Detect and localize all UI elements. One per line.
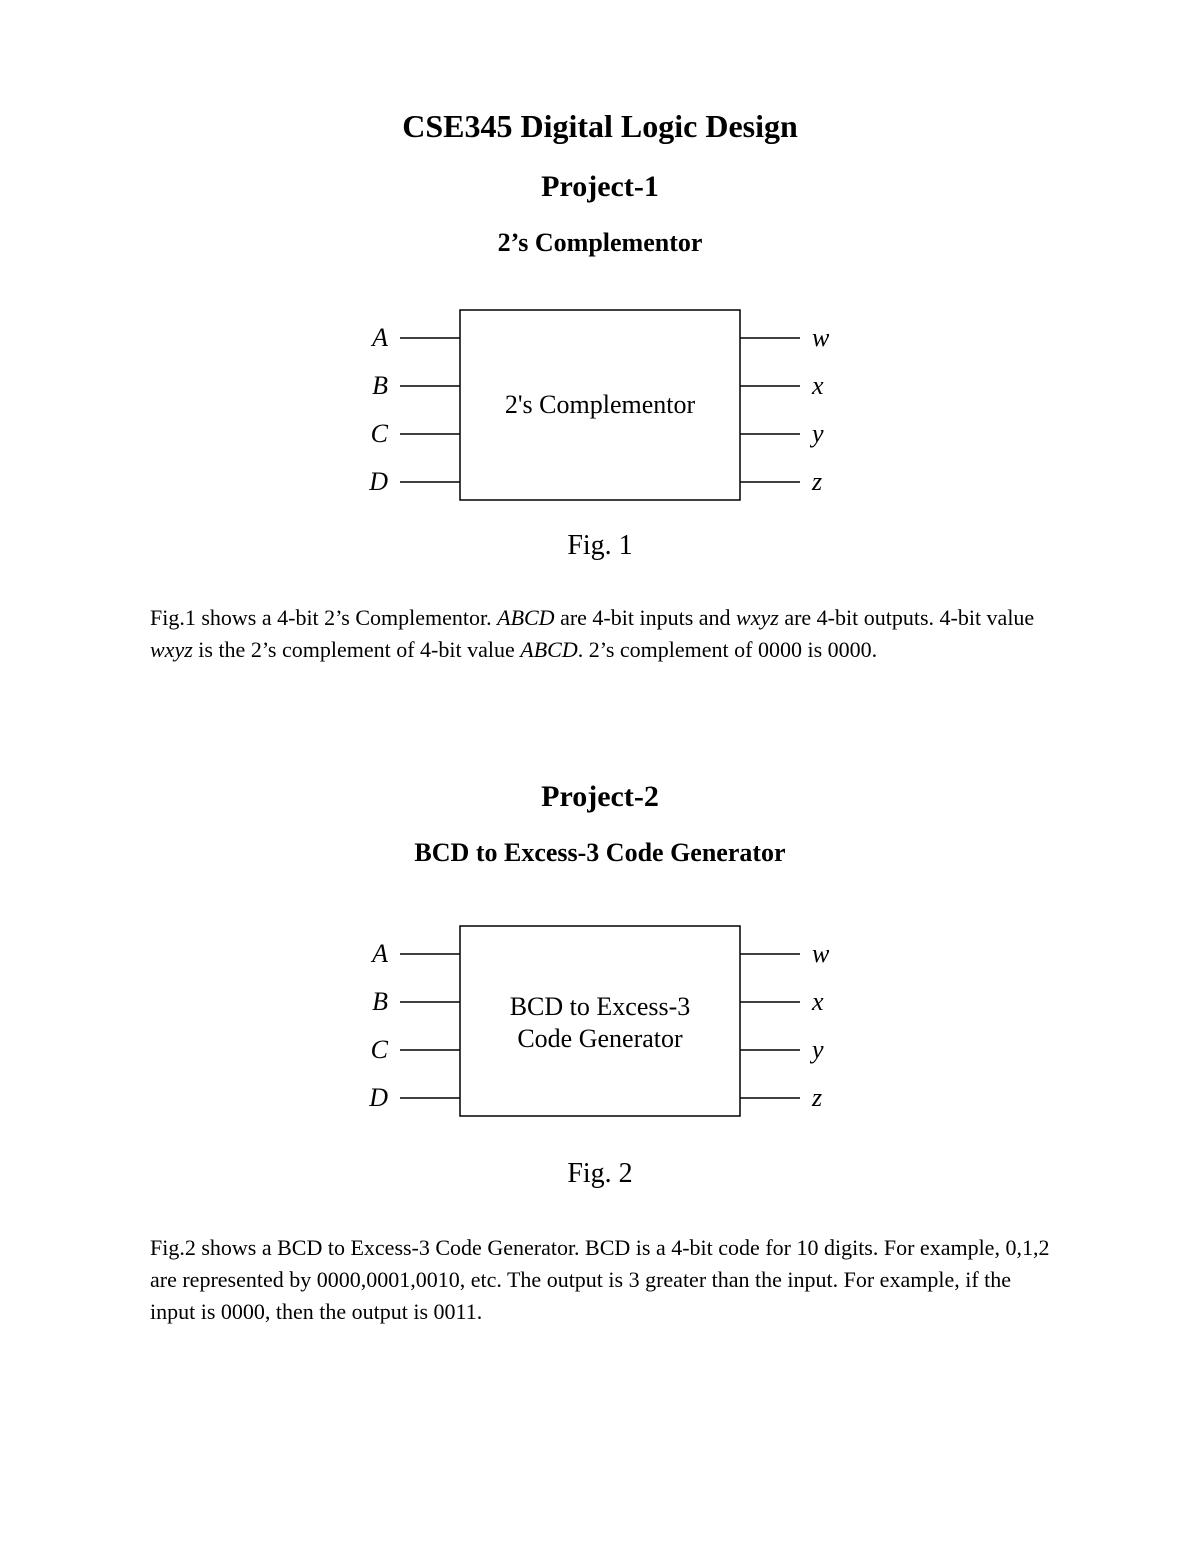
project2-paragraph: Fig.2 shows a BCD to Excess-3 Code Gener…	[150, 1232, 1050, 1328]
project2-title: Project-2	[0, 780, 1200, 814]
figure-2-svg: BCD to Excess-3 Code Generator Aw Bx Cy Dz	[280, 906, 920, 1136]
italic-text: wxyz	[736, 605, 779, 630]
body-text: Fig.2 shows a BCD to Excess-3 Code Gener…	[150, 1235, 1049, 1324]
output-label: y	[809, 1035, 824, 1064]
figure-2-caption: Fig. 2	[0, 1158, 1200, 1190]
italic-text: wxyz	[150, 637, 193, 662]
italic-text: ABCD	[497, 605, 554, 630]
output-label: x	[811, 987, 824, 1016]
figure-2: BCD to Excess-3 Code Generator Aw Bx Cy Dz	[0, 906, 1200, 1136]
input-label: B	[372, 371, 388, 400]
project1-paragraph: Fig.1 shows a 4-bit 2’s Complementor. AB…	[150, 602, 1050, 666]
input-label: D	[368, 467, 388, 496]
output-label: z	[811, 467, 822, 496]
input-label: A	[370, 939, 388, 968]
body-text: are 4-bit inputs and	[555, 605, 736, 630]
input-label: D	[368, 1083, 388, 1112]
block-label-line2: Code Generator	[517, 1024, 683, 1053]
output-label: y	[809, 419, 824, 448]
italic-text: ABCD	[520, 637, 577, 662]
input-label: B	[372, 987, 388, 1016]
course-title: CSE345 Digital Logic Design	[0, 108, 1200, 145]
block-box	[460, 926, 740, 1116]
input-label: A	[370, 323, 388, 352]
block-label-line1: BCD to Excess-3	[510, 992, 691, 1021]
body-text: are 4-bit outputs. 4-bit value	[779, 605, 1034, 630]
output-label: z	[811, 1083, 822, 1112]
project1-title: Project-1	[0, 170, 1200, 204]
output-label: x	[811, 371, 824, 400]
project2-subtitle: BCD to Excess-3 Code Generator	[0, 838, 1200, 868]
input-label: C	[371, 1035, 389, 1064]
output-label: w	[812, 323, 830, 352]
figure-1-caption: Fig. 1	[0, 530, 1200, 562]
body-text: Fig.1 shows a 4-bit 2’s Complementor.	[150, 605, 497, 630]
input-label: C	[371, 419, 389, 448]
project1-subtitle: 2’s Complementor	[0, 228, 1200, 258]
block-label: 2's Complementor	[505, 390, 696, 419]
output-label: w	[812, 939, 830, 968]
figure-1: 2's Complementor Aw Bx Cy Dz	[0, 290, 1200, 520]
page-root: CSE345 Digital Logic Design Project-1 2’…	[0, 0, 1200, 1553]
figure-1-svg: 2's Complementor Aw Bx Cy Dz	[280, 290, 920, 520]
body-text: . 2’s complement of 0000 is 0000.	[578, 637, 877, 662]
body-text: is the 2’s complement of 4-bit value	[193, 637, 521, 662]
